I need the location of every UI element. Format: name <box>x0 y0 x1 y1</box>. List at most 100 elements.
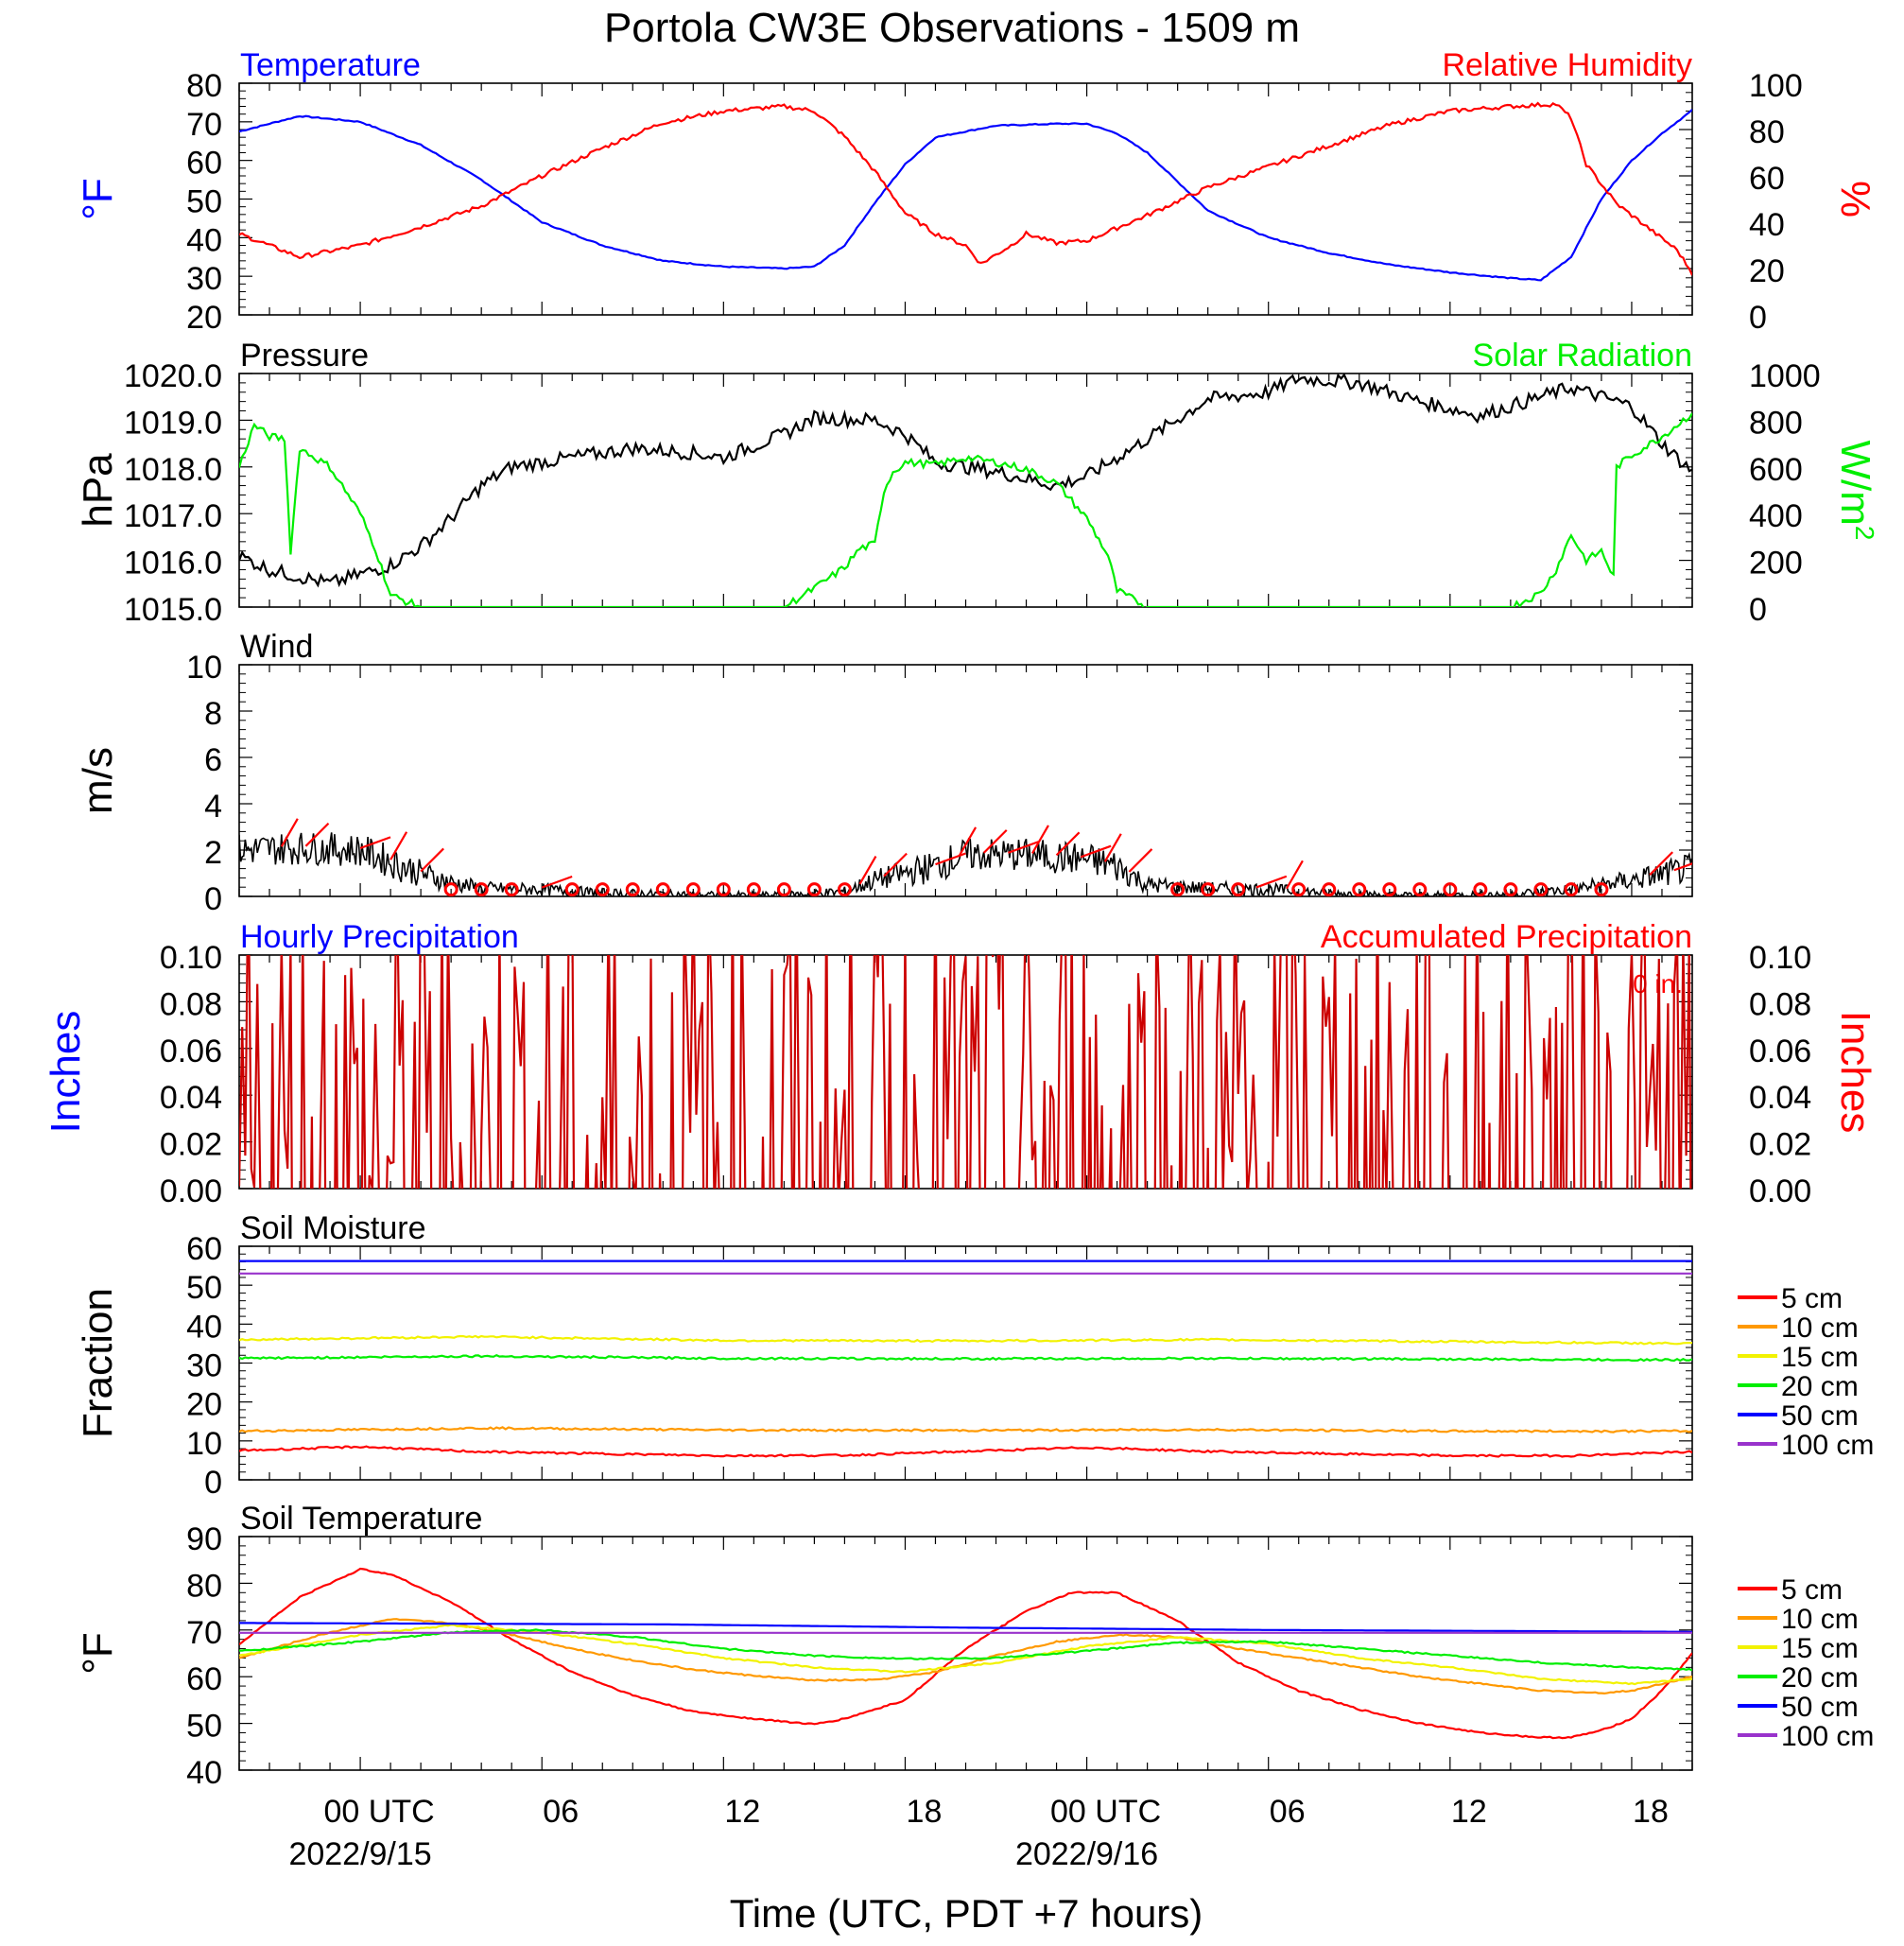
legend-label: 50 cm <box>1781 1400 1859 1432</box>
y-tick-label: 60 <box>186 1661 222 1697</box>
calm-wind-marker <box>716 882 731 896</box>
wind-barb <box>1103 833 1122 862</box>
left-y-axis-label: °F <box>75 178 121 219</box>
calm-wind-marker <box>776 882 791 896</box>
y-tick-label: 0 <box>204 881 222 917</box>
y-tick-label: 60 <box>186 1231 222 1267</box>
right-y-axis-label: % <box>1832 181 1878 217</box>
panel-wind: 0 2 4 6 8 10 Wind m/s <box>75 629 1693 917</box>
y-tick-label: 1017.0 <box>124 498 222 534</box>
y-tick-label: 20 <box>186 300 222 336</box>
wind-barb <box>1055 831 1081 857</box>
calm-wind-marker <box>1473 882 1488 896</box>
x-tick-label: 06 <box>543 1794 579 1830</box>
wind-barb <box>304 822 330 847</box>
panel-left-title: Pressure <box>240 338 369 374</box>
legend-label: 15 cm <box>1781 1342 1859 1373</box>
y-tick-label: 30 <box>186 261 222 297</box>
left-y-axis-label: Fraction <box>75 1288 121 1438</box>
calm-wind-marker <box>443 882 459 896</box>
series-line-temperature <box>239 109 1692 282</box>
y-tick-label: 1018.0 <box>124 452 222 488</box>
calm-wind-marker <box>1443 882 1458 896</box>
y-tick-label: 80 <box>186 1568 222 1604</box>
y-tick-label: 10 <box>186 1426 222 1462</box>
y-right-tick-label: 0.04 <box>1749 1080 1811 1116</box>
x-tick-label: 00 UTC <box>324 1794 435 1830</box>
y-right-tick-label: 0.06 <box>1749 1034 1811 1069</box>
y-tick-label: 60 <box>186 146 222 182</box>
panel-right-title: Solar Radiation <box>1473 338 1692 374</box>
panel-right-title: Accumulated Precipitation <box>1321 919 1692 955</box>
y-right-tick-label: 0.10 <box>1749 940 1811 976</box>
series-line-10-cm <box>239 1618 1692 1695</box>
legend-label: 20 cm <box>1781 1371 1859 1402</box>
y-tick-label: 70 <box>186 107 222 143</box>
x-tick-label: 18 <box>907 1794 943 1830</box>
series-group <box>239 1260 1692 1458</box>
series-line-5-cm <box>239 1445 1692 1458</box>
y-tick-label: 40 <box>186 222 222 258</box>
y-tick-label: 0.10 <box>160 940 222 976</box>
legend-label: 100 cm <box>1781 1721 1874 1752</box>
legend-label: 15 cm <box>1781 1633 1859 1664</box>
y-tick-label: 10 <box>186 650 222 686</box>
calm-wind-marker <box>655 882 670 896</box>
y-tick-label: 1020.0 <box>124 358 222 394</box>
y-right-tick-label: 200 <box>1749 546 1803 582</box>
y-right-tick-label: 600 <box>1749 452 1803 488</box>
y-tick-label: 8 <box>204 696 222 732</box>
calm-wind-marker <box>837 882 852 896</box>
y-right-tick-label: 60 <box>1749 161 1785 197</box>
calm-wind-marker <box>1352 882 1367 896</box>
wind-barb <box>280 818 299 847</box>
y-right-tick-label: 800 <box>1749 405 1803 441</box>
calm-wind-marker <box>625 882 640 896</box>
y-tick-label: 70 <box>186 1615 222 1651</box>
x-axis-label: Time (UTC, PDT +7 hours) <box>730 1891 1203 1936</box>
y-tick-label: 0.02 <box>160 1127 222 1163</box>
y-tick-label: 40 <box>186 1309 222 1345</box>
x-tick-label: 00 UTC <box>1050 1794 1161 1830</box>
panel-left-title: Soil Temperature <box>240 1501 482 1537</box>
series-line-15-cm <box>239 1334 1692 1346</box>
right-y-axis-label: Inches <box>1832 1011 1878 1134</box>
panel-right-title: Relative Humidity <box>1442 47 1692 83</box>
series-line-15-cm <box>239 1624 1692 1686</box>
y-right-tick-label: 0 <box>1749 592 1767 628</box>
wind-barb <box>1285 860 1304 890</box>
series-line-10-cm <box>239 1426 1692 1433</box>
y-right-tick-label: 0 <box>1749 300 1767 336</box>
y-tick-label: 50 <box>186 1270 222 1306</box>
panel-left-title: Temperature <box>240 47 421 83</box>
series-line-accumulated-precipitation <box>239 955 1692 1189</box>
y-tick-label: 0.00 <box>160 1173 222 1209</box>
calm-wind-marker <box>1594 882 1609 896</box>
wind-barb <box>1080 844 1112 859</box>
calm-wind-marker <box>685 882 701 896</box>
series-line-20-cm <box>239 1353 1692 1363</box>
x-tick-date-label: 2022/9/16 <box>1015 1836 1158 1872</box>
wind-barb <box>1673 862 1692 872</box>
calm-wind-marker <box>1533 882 1549 896</box>
legend-label: 100 cm <box>1781 1430 1874 1461</box>
y-right-tick-label: 400 <box>1749 498 1803 534</box>
calm-wind-marker <box>474 882 489 896</box>
calm-wind-marker <box>595 882 610 896</box>
y-tick-label: 90 <box>186 1521 222 1557</box>
calm-wind-marker <box>1503 882 1518 896</box>
wind-barb <box>1649 851 1673 876</box>
wind-barb <box>1030 825 1049 854</box>
panel-left-title: Soil Moisture <box>240 1210 426 1246</box>
wind-barb <box>858 855 877 885</box>
y-tick-label: 0.08 <box>160 986 222 1022</box>
y-tick-label: 40 <box>186 1755 222 1791</box>
wind-barb <box>1128 848 1153 873</box>
y-right-tick-label: 0.08 <box>1749 986 1811 1022</box>
calm-wind-marker <box>1382 882 1397 896</box>
